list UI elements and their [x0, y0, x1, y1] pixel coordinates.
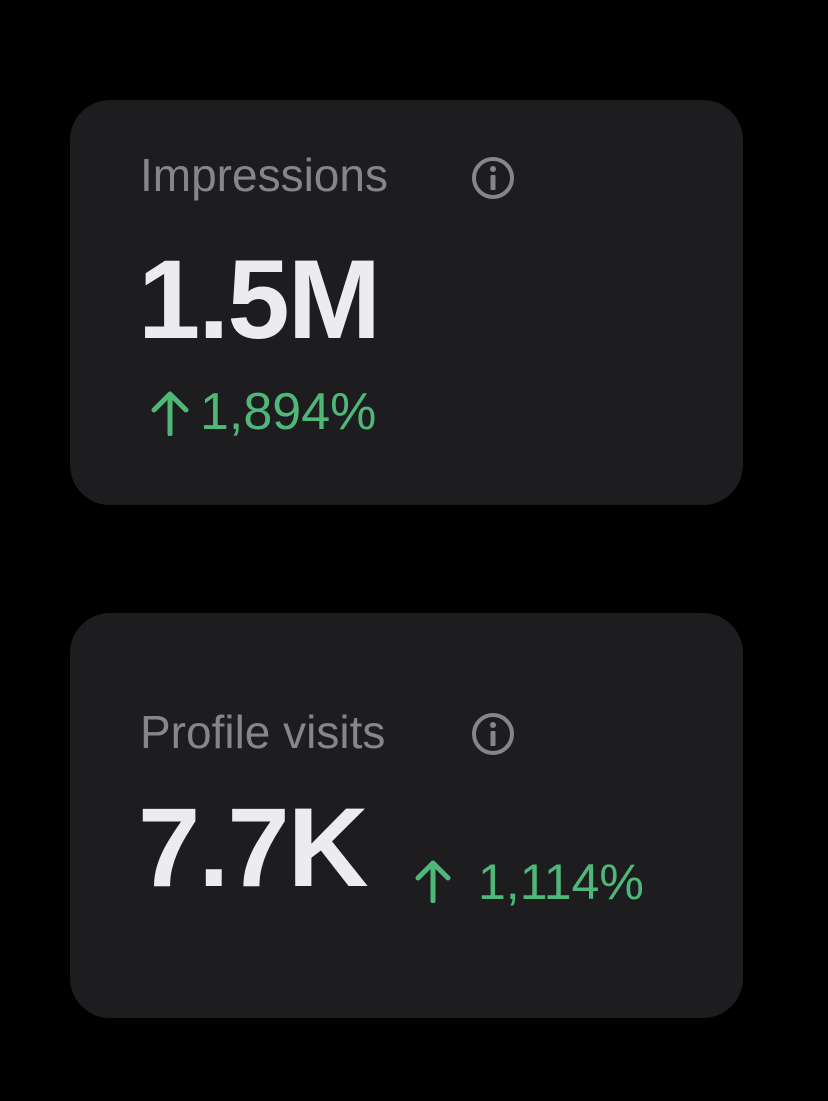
up-arrow	[151, 391, 189, 436]
metric-label: Impressions	[140, 149, 388, 201]
up-arrow	[415, 860, 451, 903]
info-icon[interactable]	[470, 155, 516, 201]
metric-label: Profile visits	[140, 706, 386, 758]
metric-card: Profile visits 7.7K 1,114%	[70, 613, 743, 1018]
metric-value: 1.5M	[138, 237, 381, 362]
metric-card: Impressions 1.5M 1,894%	[70, 100, 743, 505]
info-icon[interactable]	[470, 711, 516, 757]
metric-value: 7.7K	[138, 785, 369, 910]
metric-change: 1,894%	[200, 383, 377, 441]
metric-change: 1,114%	[478, 854, 644, 910]
